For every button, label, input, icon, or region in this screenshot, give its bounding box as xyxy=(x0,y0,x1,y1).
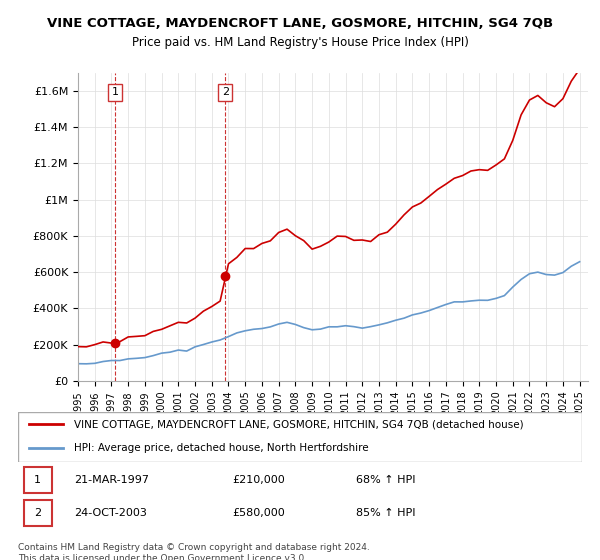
Text: 21-MAR-1997: 21-MAR-1997 xyxy=(74,475,149,485)
FancyBboxPatch shape xyxy=(18,412,582,462)
Text: VINE COTTAGE, MAYDENCROFT LANE, GOSMORE, HITCHIN, SG4 7QB: VINE COTTAGE, MAYDENCROFT LANE, GOSMORE,… xyxy=(47,17,553,30)
Text: £580,000: £580,000 xyxy=(232,508,285,518)
Text: 2: 2 xyxy=(34,508,41,518)
Text: Contains HM Land Registry data © Crown copyright and database right 2024.
This d: Contains HM Land Registry data © Crown c… xyxy=(18,543,370,560)
Text: 24-OCT-2003: 24-OCT-2003 xyxy=(74,508,147,518)
Text: 85% ↑ HPI: 85% ↑ HPI xyxy=(356,508,416,518)
FancyBboxPatch shape xyxy=(23,500,52,526)
FancyBboxPatch shape xyxy=(23,467,52,493)
Text: £210,000: £210,000 xyxy=(232,475,285,485)
Text: 1: 1 xyxy=(34,475,41,485)
Text: 68% ↑ HPI: 68% ↑ HPI xyxy=(356,475,416,485)
Text: VINE COTTAGE, MAYDENCROFT LANE, GOSMORE, HITCHIN, SG4 7QB (detached house): VINE COTTAGE, MAYDENCROFT LANE, GOSMORE,… xyxy=(74,419,524,429)
Text: HPI: Average price, detached house, North Hertfordshire: HPI: Average price, detached house, Nort… xyxy=(74,443,369,453)
Text: 1: 1 xyxy=(112,87,119,97)
Text: 2: 2 xyxy=(222,87,229,97)
Text: Price paid vs. HM Land Registry's House Price Index (HPI): Price paid vs. HM Land Registry's House … xyxy=(131,36,469,49)
